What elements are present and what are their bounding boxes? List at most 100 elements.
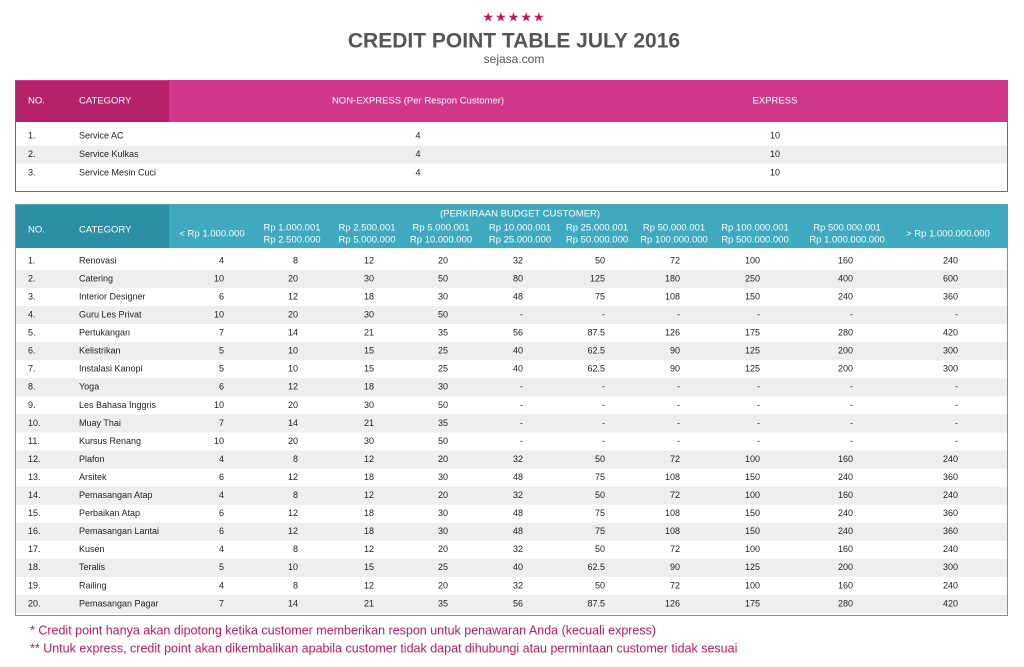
table2-cell: - bbox=[602, 400, 605, 410]
table2-cell-no: 11. bbox=[28, 436, 40, 446]
table2-cell: - bbox=[850, 400, 853, 410]
table2-cell-category: Renovasi bbox=[79, 255, 117, 265]
table2-cell: 7 bbox=[219, 418, 224, 428]
table2-cell: 56 bbox=[513, 598, 523, 608]
table2-cell: 10 bbox=[288, 346, 298, 356]
table2-cell: - bbox=[850, 310, 853, 320]
table2-cell: 48 bbox=[513, 508, 523, 518]
table2-cell: 50 bbox=[438, 400, 448, 410]
table2-cell-category: Catering bbox=[79, 273, 113, 283]
table2-header bbox=[16, 205, 1007, 248]
table2-cell: 72 bbox=[670, 454, 680, 464]
table1-cell: 1. bbox=[28, 130, 36, 140]
table2-cell: 150 bbox=[745, 508, 760, 518]
table2-cell: 160 bbox=[838, 490, 853, 500]
table2-cell: - bbox=[602, 382, 605, 392]
table2-column-header: Rp 500.000.000 bbox=[721, 235, 789, 246]
table2-cell: 40 bbox=[513, 364, 523, 374]
table2-column-header: Rp 25.000.001 bbox=[566, 223, 628, 234]
table2-cell: 360 bbox=[943, 472, 958, 482]
table1-cell: Service AC bbox=[79, 130, 124, 140]
table2-cell: 12 bbox=[288, 508, 298, 518]
table2-cell: 200 bbox=[838, 364, 853, 374]
table2-cell-no: 6. bbox=[28, 346, 36, 356]
table2-cell: 6 bbox=[219, 526, 224, 536]
table2-cell: 150 bbox=[745, 526, 760, 536]
footnote: * Credit point hanya akan dipotong ketik… bbox=[30, 623, 656, 637]
table2-cell: 7 bbox=[219, 328, 224, 338]
table2-column-header: < Rp 1.000.000 bbox=[179, 229, 244, 240]
table2-cell: 8 bbox=[293, 580, 298, 590]
table2-cell: 10 bbox=[214, 310, 224, 320]
table2-cell: 20 bbox=[288, 310, 298, 320]
table2-cell: 48 bbox=[513, 291, 523, 301]
table2-cell: - bbox=[757, 400, 760, 410]
table2-cell-category: Perbaikan Atap bbox=[79, 508, 140, 518]
table2-cell: 20 bbox=[438, 544, 448, 554]
table2-cell: - bbox=[602, 418, 605, 428]
table1-column-header: EXPRESS bbox=[753, 96, 798, 107]
table2-cell: 75 bbox=[595, 508, 605, 518]
table2-cell: 62.5 bbox=[587, 562, 605, 572]
table2-cell: 48 bbox=[513, 472, 523, 482]
table2-cell-category: Guru Les Privat bbox=[79, 310, 142, 320]
table2-cell: 600 bbox=[943, 273, 958, 283]
table2-cell: - bbox=[757, 382, 760, 392]
table2-cell: 5 bbox=[219, 346, 224, 356]
table2-cell: 4 bbox=[219, 580, 224, 590]
table2-cell: 125 bbox=[745, 364, 760, 374]
table2-cell: - bbox=[850, 418, 853, 428]
table2-cell: - bbox=[955, 436, 958, 446]
table2-column-header: Rp 100.000.000 bbox=[640, 235, 708, 246]
table2-cell: 126 bbox=[665, 328, 680, 338]
table2-cell: - bbox=[955, 382, 958, 392]
table2-cell: 175 bbox=[745, 598, 760, 608]
table2-cell: - bbox=[757, 310, 760, 320]
table2-cell: 250 bbox=[745, 273, 760, 283]
table2-cell-no: 18. bbox=[28, 562, 41, 572]
table2-cell-category: Yoga bbox=[79, 382, 99, 392]
table2-cell: 21 bbox=[364, 418, 374, 428]
table2-cell: - bbox=[520, 418, 523, 428]
table1-cell: 4 bbox=[415, 167, 420, 177]
table2-cell: 360 bbox=[943, 526, 958, 536]
table2-cell: 18 bbox=[364, 526, 374, 536]
table2-cell: 30 bbox=[438, 526, 448, 536]
table2-cell: 10 bbox=[214, 436, 224, 446]
table2-cell-no: 17. bbox=[28, 544, 41, 554]
table2-column-header: CATEGORY bbox=[79, 225, 132, 236]
table2-header-dark bbox=[16, 205, 169, 248]
table2-cell: 300 bbox=[943, 346, 958, 356]
table2-cell: 62.5 bbox=[587, 346, 605, 356]
table2-cell-no: 14. bbox=[28, 490, 41, 500]
table2-cell-no: 7. bbox=[28, 364, 36, 374]
table2-cell: - bbox=[602, 310, 605, 320]
table2-cell: - bbox=[955, 400, 958, 410]
table2-cell: 240 bbox=[838, 508, 853, 518]
table2-cell-no: 3. bbox=[28, 291, 36, 301]
table2-cell: 75 bbox=[595, 472, 605, 482]
table2-cell: 10 bbox=[288, 364, 298, 374]
table2-cell: 6 bbox=[219, 508, 224, 518]
table2-cell: 150 bbox=[745, 291, 760, 301]
table2-column-header: Rp 2.500.000 bbox=[263, 235, 320, 246]
row-stripe bbox=[16, 342, 1007, 361]
table2-cell: 160 bbox=[838, 255, 853, 265]
table2-cell: 62.5 bbox=[587, 364, 605, 374]
table2-cell: 180 bbox=[665, 273, 680, 283]
table2-cell: 32 bbox=[513, 255, 523, 265]
table2-cell-category: Instalasi Kanopi bbox=[79, 364, 143, 374]
table2-cell: 240 bbox=[838, 472, 853, 482]
table2-cell: 126 bbox=[665, 598, 680, 608]
table2-cell: 200 bbox=[838, 346, 853, 356]
table2-cell-category: Pemasangan Lantai bbox=[79, 526, 159, 536]
table2-cell: 25 bbox=[438, 562, 448, 572]
table2-cell: 160 bbox=[838, 544, 853, 554]
table2-cell: 240 bbox=[943, 255, 958, 265]
table2-cell-no: 19. bbox=[28, 580, 41, 590]
table2-cell: 10 bbox=[214, 400, 224, 410]
table2-cell: 14 bbox=[288, 328, 298, 338]
table2-cell: 80 bbox=[513, 273, 523, 283]
table2-column-header: Rp 1.000.001 bbox=[263, 223, 320, 234]
table2-column-header: Rp 1.000.000.000 bbox=[809, 235, 885, 246]
